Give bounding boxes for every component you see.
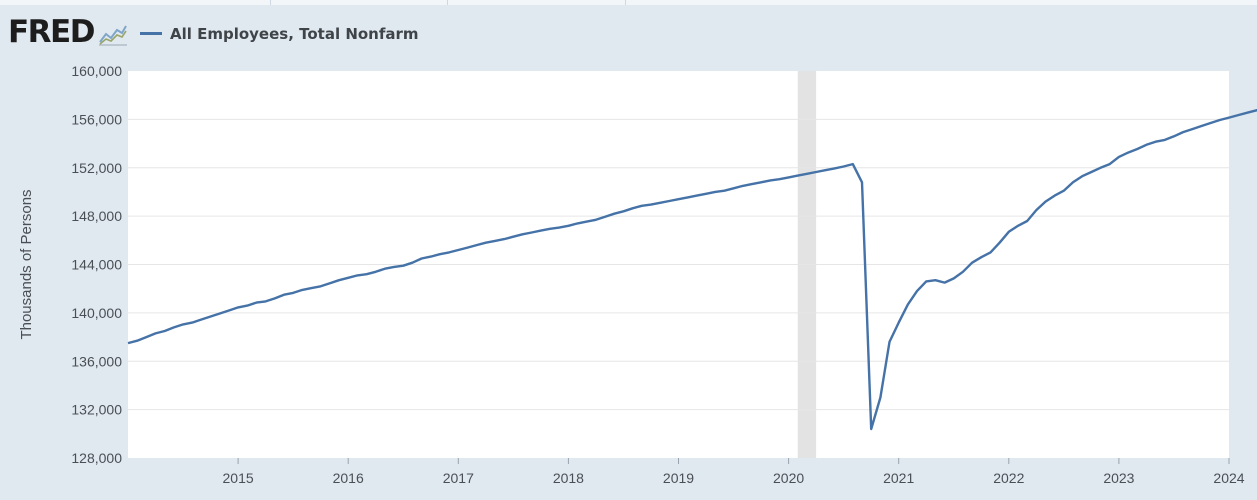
fred-logo[interactable]: FRED xyxy=(8,13,95,50)
y-tick-label: 128,000 xyxy=(71,450,122,466)
y-axis-label: Thousands of Persons xyxy=(18,189,35,339)
x-tick-label: 2017 xyxy=(443,470,474,486)
x-tick-label: 2018 xyxy=(553,470,584,486)
tab-separator xyxy=(625,0,626,5)
x-axis-ticks: 2015 2016 2017 2018 2019 2020 2021 2022 2023 2024 xyxy=(223,458,1245,486)
top-tab-strip xyxy=(0,0,1257,5)
y-tick-label: 136,000 xyxy=(71,353,122,369)
y-tick-label: 140,000 xyxy=(71,305,122,321)
x-tick-label: 2015 xyxy=(223,470,254,486)
y-tick-label: 160,000 xyxy=(71,63,122,79)
series-layer xyxy=(127,101,1257,431)
legend-series-label[interactable]: All Employees, Total Nonfarm xyxy=(169,24,419,43)
y-axis-ticks: 128,000 132,000 136,000 140,000 144,000 148,0… xyxy=(71,63,122,466)
x-tick-label: 2016 xyxy=(333,470,364,486)
y-tick-label: 132,000 xyxy=(71,402,122,418)
x-tick-label: 2023 xyxy=(1103,470,1134,486)
y-tick-label: 144,000 xyxy=(71,257,122,273)
chart-header: FRED All Employees, Total Nonfarm xyxy=(8,14,419,50)
y-tick-label: 148,000 xyxy=(71,208,122,224)
tab-separator xyxy=(447,0,448,5)
fred-graph-icon xyxy=(97,22,128,46)
x-tick-label: 2022 xyxy=(993,470,1024,486)
x-tick-label: 2024 xyxy=(1213,470,1244,486)
y-tick-label: 152,000 xyxy=(71,160,122,176)
series-line[interactable] xyxy=(127,101,1257,431)
gridlines xyxy=(128,118,1229,411)
x-tick-label: 2020 xyxy=(773,470,804,486)
y-tick-label: 156,000 xyxy=(71,111,122,127)
x-tick-label: 2019 xyxy=(663,470,694,486)
tab-separator xyxy=(270,0,271,5)
legend-swatch xyxy=(139,32,162,35)
x-tick-label: 2021 xyxy=(883,470,914,486)
